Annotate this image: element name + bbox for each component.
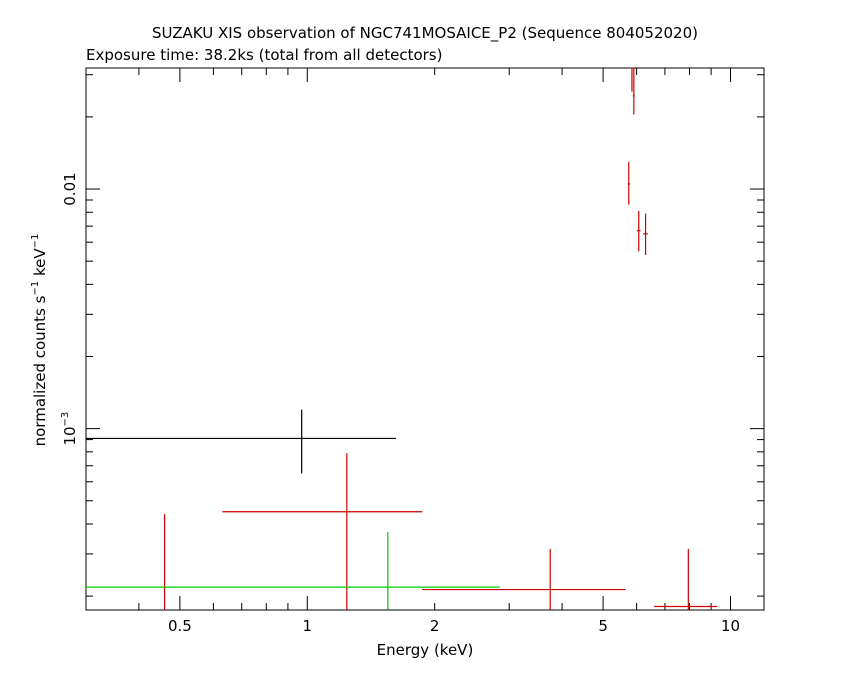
y-tick-label-base: 10: [61, 426, 79, 445]
data-points: [86, 67, 718, 610]
x-axis-major-ticks: [179, 68, 731, 610]
y-axis-major-ticks: [86, 188, 764, 430]
y-axis-label-sup2: −1: [30, 234, 41, 249]
data-point: [636, 210, 641, 252]
y-axis-tick-labels: 10−3 0.01: [60, 172, 79, 445]
y-tick-label-base: 0.01: [61, 172, 79, 205]
chart-title: SUZAKU XIS observation of NGC741MOSAICE_…: [152, 24, 698, 43]
y-axis-label-mid: keV: [31, 248, 49, 281]
data-series: [86, 532, 500, 610]
x-axis-label: Energy (keV): [377, 641, 474, 659]
data-point: [422, 548, 626, 610]
data-point: [631, 67, 633, 92]
x-tick-label: 2: [430, 617, 440, 635]
x-tick-label: 0.5: [168, 617, 192, 635]
minor-ticks: [85, 68, 764, 610]
data-point: [222, 453, 423, 610]
data-point: [632, 68, 635, 115]
data-point: [643, 213, 648, 256]
x-tick-label: 1: [303, 617, 313, 635]
data-series: [86, 409, 396, 474]
x-tick-label: 10: [721, 617, 740, 635]
y-axis-label: normalized counts s−1 keV−1: [30, 234, 49, 447]
data-point: [654, 548, 718, 610]
y-tick-label-exponent: −3: [60, 412, 71, 427]
y-axis-label-sup1: −1: [30, 281, 41, 296]
y-tick-label: 10−3: [60, 412, 79, 446]
data-point: [627, 161, 631, 205]
y-axis-label-main: normalized counts s: [31, 295, 49, 446]
x-tick-label: 5: [598, 617, 608, 635]
y-tick-label: 0.01: [61, 172, 79, 205]
chart-subtitle: Exposure time: 38.2ks (total from all de…: [86, 46, 442, 64]
x-axis-tick-labels: 0.5 1 2 5 10: [168, 617, 740, 635]
data-point: [86, 532, 500, 610]
data-point: [86, 409, 396, 474]
data-series: [163, 67, 718, 610]
plot-frame: [85, 67, 765, 611]
